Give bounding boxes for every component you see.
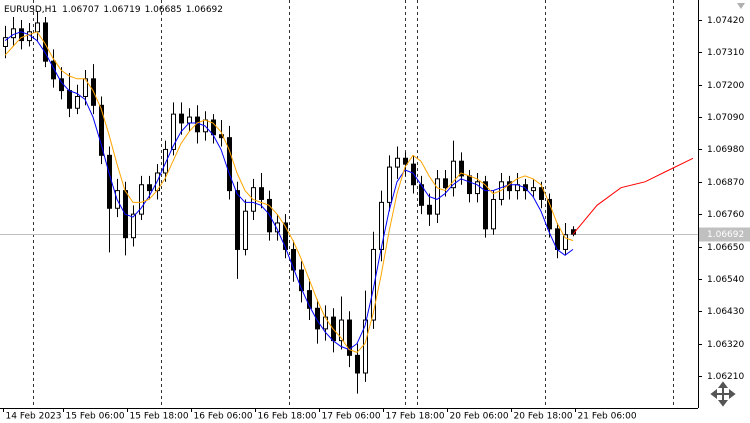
candle-body: [539, 187, 544, 200]
header-open: 1.06707: [62, 5, 99, 15]
x-tick-label: 16 Feb 06:00: [194, 412, 253, 422]
y-tick-label: 1.06430: [707, 307, 744, 317]
candle-body: [427, 204, 432, 215]
candle-body: [395, 157, 400, 168]
candle-body: [315, 307, 320, 330]
candle-body: [187, 116, 192, 124]
candle-body: [11, 28, 16, 39]
x-tick-label: 15 Feb 18:00: [130, 412, 189, 422]
header-close: 1.06692: [186, 5, 223, 15]
candle-body: [475, 181, 480, 195]
candle-body: [67, 90, 72, 109]
moving-average: [4, 31, 574, 353]
candle-body: [347, 319, 352, 356]
candle-body: [323, 316, 328, 330]
x-tick-label: 15 Feb 06:00: [66, 412, 125, 422]
candle-body: [459, 160, 464, 177]
candle-body: [259, 187, 264, 200]
candle-body: [371, 248, 376, 321]
y-tick-label: 1.07200: [707, 81, 744, 91]
candle-body: [99, 104, 104, 156]
y-tick-label: 1.06980: [707, 145, 744, 155]
candle-body: [355, 354, 360, 374]
candle-body: [75, 95, 80, 109]
candle-body: [275, 222, 280, 233]
candle-body: [547, 198, 552, 230]
header-high: 1.06719: [103, 5, 140, 15]
plot-layer: [0, 11, 698, 394]
candle-body: [243, 210, 248, 250]
candle-body: [307, 290, 312, 309]
y-tick-label: 1.07420: [707, 16, 744, 26]
candle-body: [387, 166, 392, 203]
symbol: EURUSD,H1: [4, 5, 57, 15]
y-tick-label: 1.07090: [707, 113, 744, 123]
candle-body: [283, 222, 288, 250]
candle-body: [163, 148, 168, 174]
y-tick-label: 1.06650: [707, 243, 744, 253]
candle-body: [363, 319, 368, 374]
candle-body: [51, 60, 56, 80]
x-tick-label: 20 Feb 18:00: [514, 412, 573, 422]
forecast-line: [572, 157, 694, 235]
candle-body: [235, 190, 240, 250]
x-tick-label: 16 Feb 18:00: [258, 412, 317, 422]
x-tick-label: 14 Feb 2023: [6, 412, 62, 422]
axes: 1.07420 1.07310 1.07200 1.07090 1.06980 1.068…: [3, 16, 750, 422]
y-tick-label: 1.06760: [707, 210, 744, 220]
candle-body: [291, 248, 296, 271]
candle-body: [19, 28, 24, 42]
zoom-button[interactable]: [707, 380, 739, 410]
separators: [33, 0, 674, 408]
zoom-icon: [710, 381, 736, 407]
candle-body: [35, 22, 40, 33]
candle-body: [139, 184, 144, 215]
candle-body: [451, 160, 456, 189]
candle-body: [443, 178, 448, 189]
candle-body: [131, 213, 136, 239]
candle-body: [531, 187, 536, 192]
candle-body: [147, 184, 152, 192]
price-label-bg: [699, 227, 750, 242]
candle-body: [403, 157, 408, 165]
scroll-arrow[interactable]: [737, 3, 745, 9]
x-tick-label: 17 Feb 18:00: [386, 412, 445, 422]
x-tick-label: 17 Feb 06:00: [322, 412, 381, 422]
candle-body: [563, 234, 568, 250]
y-tick-label: 1.06210: [707, 372, 744, 382]
y-tick-label: 1.06540: [707, 275, 744, 285]
candle-body: [339, 319, 344, 342]
x-tick-label: 20 Feb 06:00: [450, 412, 509, 422]
candle-body: [467, 175, 472, 195]
candle-body: [483, 181, 488, 230]
candle-body: [107, 154, 112, 209]
candle-body: [179, 113, 184, 124]
candle-body: [491, 198, 496, 230]
candle-body: [227, 137, 232, 192]
x-tick-label: 21 Feb 06:00: [578, 412, 637, 422]
candle-body: [171, 113, 176, 150]
candle-body: [299, 269, 304, 292]
candle-body: [3, 37, 8, 47]
y-tick-label: 1.06320: [707, 340, 744, 350]
y-tick-label: 1.07310: [707, 48, 744, 58]
header: EURUSD,H1 1.06707 1.06719 1.06685 1.06692: [4, 5, 223, 15]
y-tick-label: 1.06870: [707, 178, 744, 188]
moving-average: [4, 31, 574, 351]
price-label: 1.06692: [707, 230, 744, 240]
candle-body: [435, 178, 440, 215]
header-low: 1.06685: [145, 5, 182, 15]
